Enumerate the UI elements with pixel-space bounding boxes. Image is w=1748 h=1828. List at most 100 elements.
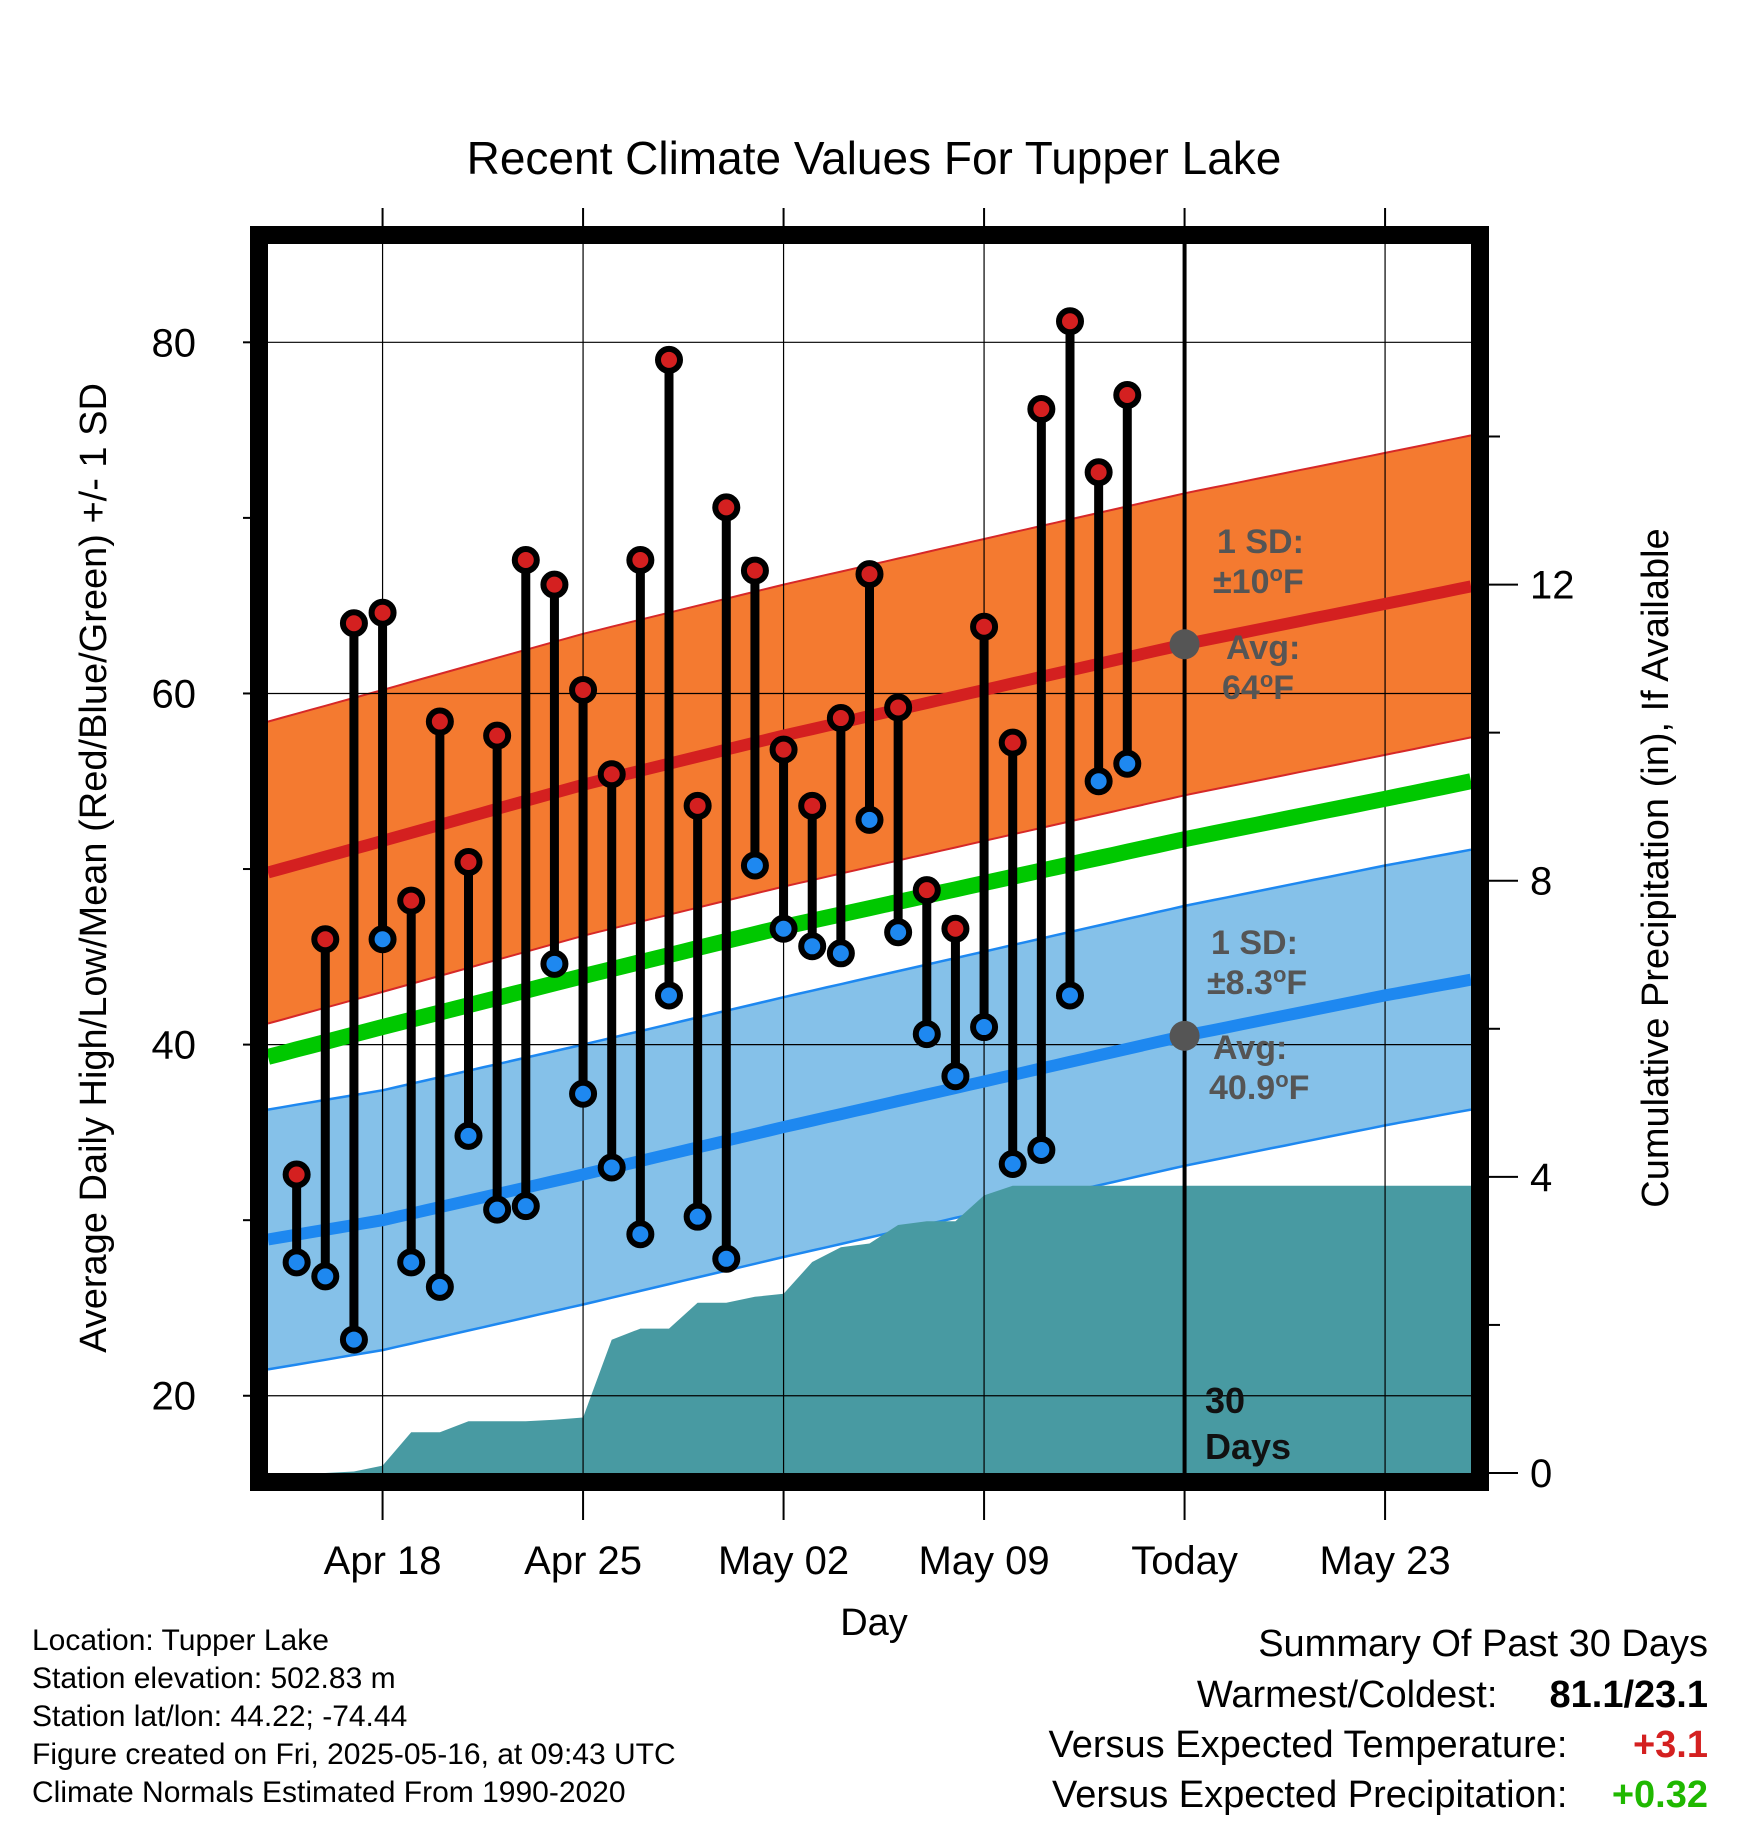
daily-low-point	[282, 1248, 311, 1277]
daily-low-point	[569, 1079, 598, 1108]
plot-frame	[250, 226, 1489, 1491]
daily-low-point	[1113, 749, 1142, 778]
daily-low-point	[769, 914, 798, 943]
daily-low-point	[597, 1153, 626, 1182]
right-tick-label: 0	[1530, 1452, 1552, 1496]
normals-text: Climate Normals Estimated From 1990-2020	[32, 1776, 626, 1809]
daily-high-point	[769, 735, 798, 764]
daily-low-point	[740, 851, 769, 880]
axes: 20 40 60 80 0 4 8 12 Apr 18 Apr 25 May 02 May 09 Tod…	[152, 208, 1575, 1583]
daily-high-point	[1113, 380, 1142, 409]
daily-low-point	[397, 1248, 426, 1277]
low-sd-label-line1: 1 SD:	[1211, 924, 1298, 962]
daily-low-point	[712, 1244, 741, 1273]
low-avg-label-line2: 40.9oF	[1209, 1067, 1309, 1107]
created-text: Figure created on Fri, 2025-05-16, at 09…	[32, 1738, 676, 1771]
low-sd-label-line2: ±8.3oF	[1207, 962, 1307, 1002]
daily-high-point	[368, 598, 397, 627]
daily-low-point	[884, 918, 913, 947]
daily-high-point	[425, 707, 454, 736]
precip-area	[296, 1185, 1472, 1473]
x-tick-label: May 02	[718, 1539, 849, 1583]
daily-high-point	[970, 612, 999, 641]
x-axis-label: Day	[840, 1602, 908, 1644]
daily-low-point	[912, 1020, 941, 1049]
left-tick-label: 80	[152, 321, 197, 365]
temp-departure-value: +3.1	[1632, 1724, 1708, 1766]
daily-low-point	[1056, 981, 1084, 1010]
daily-high-point	[569, 675, 598, 704]
daily-low-point	[970, 1013, 999, 1042]
temp-departure-label: Versus Expected Temperature:	[1048, 1724, 1568, 1766]
daily-high-point	[454, 848, 483, 877]
summary-title: Summary Of Past 30 Days	[1258, 1623, 1708, 1665]
station-info: Location: Tupper Lake Station elevation:…	[32, 1622, 676, 1812]
daily-high-point	[912, 876, 941, 905]
daily-high-point	[683, 791, 712, 820]
location-text: Location: Tupper Lake	[32, 1624, 329, 1657]
daily-high-point	[311, 925, 340, 954]
x-tick-label: May 09	[918, 1539, 1049, 1583]
elevation-text: Station elevation: 502.83 m	[32, 1662, 396, 1695]
right-tick-label: 4	[1530, 1156, 1552, 1200]
daily-high-point	[626, 546, 655, 575]
today-normal-low-marker	[1169, 1020, 1200, 1051]
daily-low-point	[454, 1121, 483, 1150]
daily-low-point	[626, 1220, 655, 1249]
daily-high-point	[483, 721, 512, 750]
y-axis-label-left: Average Daily High/Low/Mean (Red/Blue/Gr…	[73, 383, 115, 1353]
daily-high-point	[998, 728, 1027, 757]
high-avg-label-line2: 64oF	[1222, 667, 1294, 707]
high-sd-label-line2: ±10oF	[1213, 561, 1304, 601]
today-normal-high-marker	[1169, 629, 1200, 660]
daily-low-point	[339, 1325, 368, 1354]
normal-low-line	[267, 973, 1473, 1246]
daily-low-point	[511, 1192, 540, 1221]
daily-high-point	[855, 560, 884, 589]
daily-low-point	[311, 1262, 340, 1291]
period-label-line2: Days	[1205, 1426, 1291, 1467]
daily-high-point	[1056, 307, 1084, 336]
latlon-text: Station lat/lon: 44.22; -74.44	[32, 1700, 408, 1733]
daily-low-point	[798, 932, 827, 961]
daily-high-point	[1027, 395, 1056, 424]
low-sd-lower-edge	[267, 1108, 1472, 1371]
daily-low-point	[855, 805, 884, 834]
daily-high-point	[339, 609, 368, 638]
daily-low-point	[826, 939, 855, 968]
daily-low-point	[1027, 1135, 1056, 1164]
today-line	[1169, 244, 1200, 1473]
right-tick-label: 8	[1530, 860, 1552, 904]
left-tick-label: 40	[152, 1024, 197, 1068]
daily-high-point	[826, 704, 855, 733]
low-avg-label-line1: Avg:	[1213, 1029, 1287, 1067]
high-avg-label-line1: Avg:	[1226, 629, 1300, 667]
daily-high-point	[740, 556, 769, 585]
daily-high-point	[511, 546, 540, 575]
daily-high-point	[397, 886, 426, 915]
daily-low-point	[425, 1272, 454, 1301]
daily-low-point	[998, 1149, 1027, 1178]
daily-low-point	[483, 1195, 512, 1224]
daily-high-point	[655, 345, 683, 374]
right-tick-label: 12	[1530, 564, 1575, 608]
daily-range-bars	[282, 307, 1142, 1354]
high-sd-label-line1: 1 SD:	[1217, 523, 1304, 561]
daily-low-point	[1084, 767, 1113, 796]
daily-low-point	[683, 1202, 712, 1231]
daily-high-point	[540, 570, 569, 599]
daily-high-point	[941, 914, 970, 943]
period-label-line1: 30	[1205, 1380, 1245, 1421]
daily-high-point	[282, 1160, 311, 1189]
daily-low-point	[655, 981, 683, 1010]
temp-departure-row: Versus Expected Temperature: +3.1	[1049, 1720, 1708, 1770]
x-tick-label: Apr 18	[324, 1539, 442, 1583]
x-tick-label: Today	[1131, 1539, 1238, 1583]
plot-border	[250, 226, 1489, 1491]
warmest-coldest-value: 81.1/23.1	[1549, 1674, 1708, 1716]
daily-high-point	[798, 791, 827, 820]
daily-high-point	[597, 760, 626, 789]
y-axis-label-right: Cumulative Precipitation (in), If Availa…	[1635, 528, 1677, 1207]
